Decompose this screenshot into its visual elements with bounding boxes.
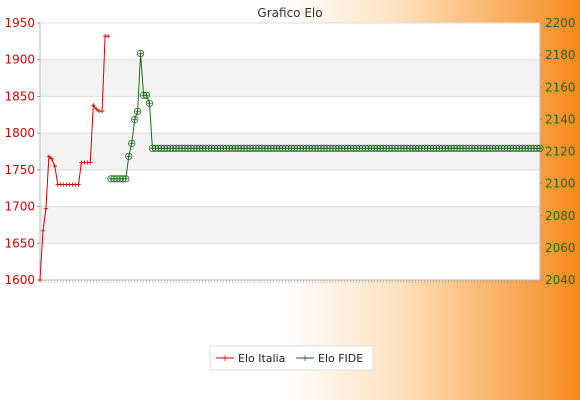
data-point — [99, 108, 105, 114]
data-point — [138, 51, 143, 56]
data-point — [134, 107, 142, 115]
left-tick-label: 1650 — [4, 236, 35, 250]
legend-label-elo-fide: Elo FIDE — [318, 352, 363, 365]
data-point — [536, 144, 544, 152]
data-point — [122, 175, 130, 183]
left-tick-label: 1750 — [4, 163, 35, 177]
data-point — [145, 99, 154, 107]
left-tick-label: 1850 — [4, 89, 35, 103]
data-point — [52, 163, 57, 169]
legend-item-elo-fide[interactable]: + Elo FIDE — [296, 352, 363, 365]
data-point — [129, 141, 134, 146]
legend-marker-elo-fide: + — [301, 354, 309, 364]
data-point — [49, 156, 55, 162]
data-point — [144, 93, 149, 98]
legend: + Elo Italia + Elo FIDE — [209, 345, 374, 371]
left-tick-label: 1600 — [4, 273, 35, 287]
data-point — [76, 182, 81, 187]
data-point — [123, 176, 128, 182]
data-point — [46, 154, 52, 159]
right-axis-ticks: 2040 2060 2080 2100 2120 2140 2160 2180 2200 — [540, 16, 576, 287]
x-axis-ticks — [39, 280, 541, 283]
data-point — [135, 109, 140, 114]
legend-marker-elo-italia: + — [221, 354, 229, 364]
data-point — [136, 49, 145, 58]
data-point — [88, 160, 93, 165]
data-point — [94, 106, 99, 112]
series-layer — [37, 34, 544, 283]
right-tick-label: 2080 — [545, 209, 576, 223]
left-tick-label: 1950 — [4, 16, 35, 30]
data-point — [105, 34, 111, 39]
left-axis-ticks: 1600 1650 1700 1750 1800 1850 1900 1950 — [4, 16, 40, 287]
right-tick-label: 2160 — [545, 80, 576, 94]
series-elo-italia — [37, 34, 111, 283]
data-point — [132, 117, 137, 122]
data-point — [126, 154, 131, 159]
legend-item-elo-italia[interactable]: + Elo Italia — [216, 352, 285, 365]
right-tick-label: 2060 — [545, 241, 576, 255]
data-point — [147, 101, 152, 106]
data-point — [131, 115, 139, 123]
right-tick-label: 2180 — [545, 48, 576, 62]
grid-band — [40, 206, 540, 244]
data-point — [128, 139, 136, 148]
right-tick-label: 2040 — [545, 273, 576, 287]
right-tick-label: 2120 — [545, 145, 576, 159]
left-tick-label: 1800 — [4, 126, 35, 140]
right-tick-label: 2140 — [545, 112, 576, 126]
right-tick-label: 2200 — [545, 16, 576, 30]
data-point — [43, 206, 49, 211]
legend-box — [209, 345, 374, 371]
data-point — [91, 103, 96, 108]
right-tick-label: 2100 — [545, 177, 576, 191]
legend-label-elo-italia: Elo Italia — [238, 352, 285, 365]
data-point — [125, 152, 133, 160]
chart-title: Grafico Elo — [257, 6, 322, 20]
series-elo-fide — [107, 49, 544, 183]
left-tick-label: 1700 — [4, 200, 35, 214]
left-tick-label: 1900 — [4, 53, 35, 67]
data-point — [37, 277, 43, 283]
data-point — [40, 228, 46, 234]
data-point — [142, 91, 151, 99]
data-point — [537, 146, 543, 151]
grid-band — [40, 59, 540, 97]
